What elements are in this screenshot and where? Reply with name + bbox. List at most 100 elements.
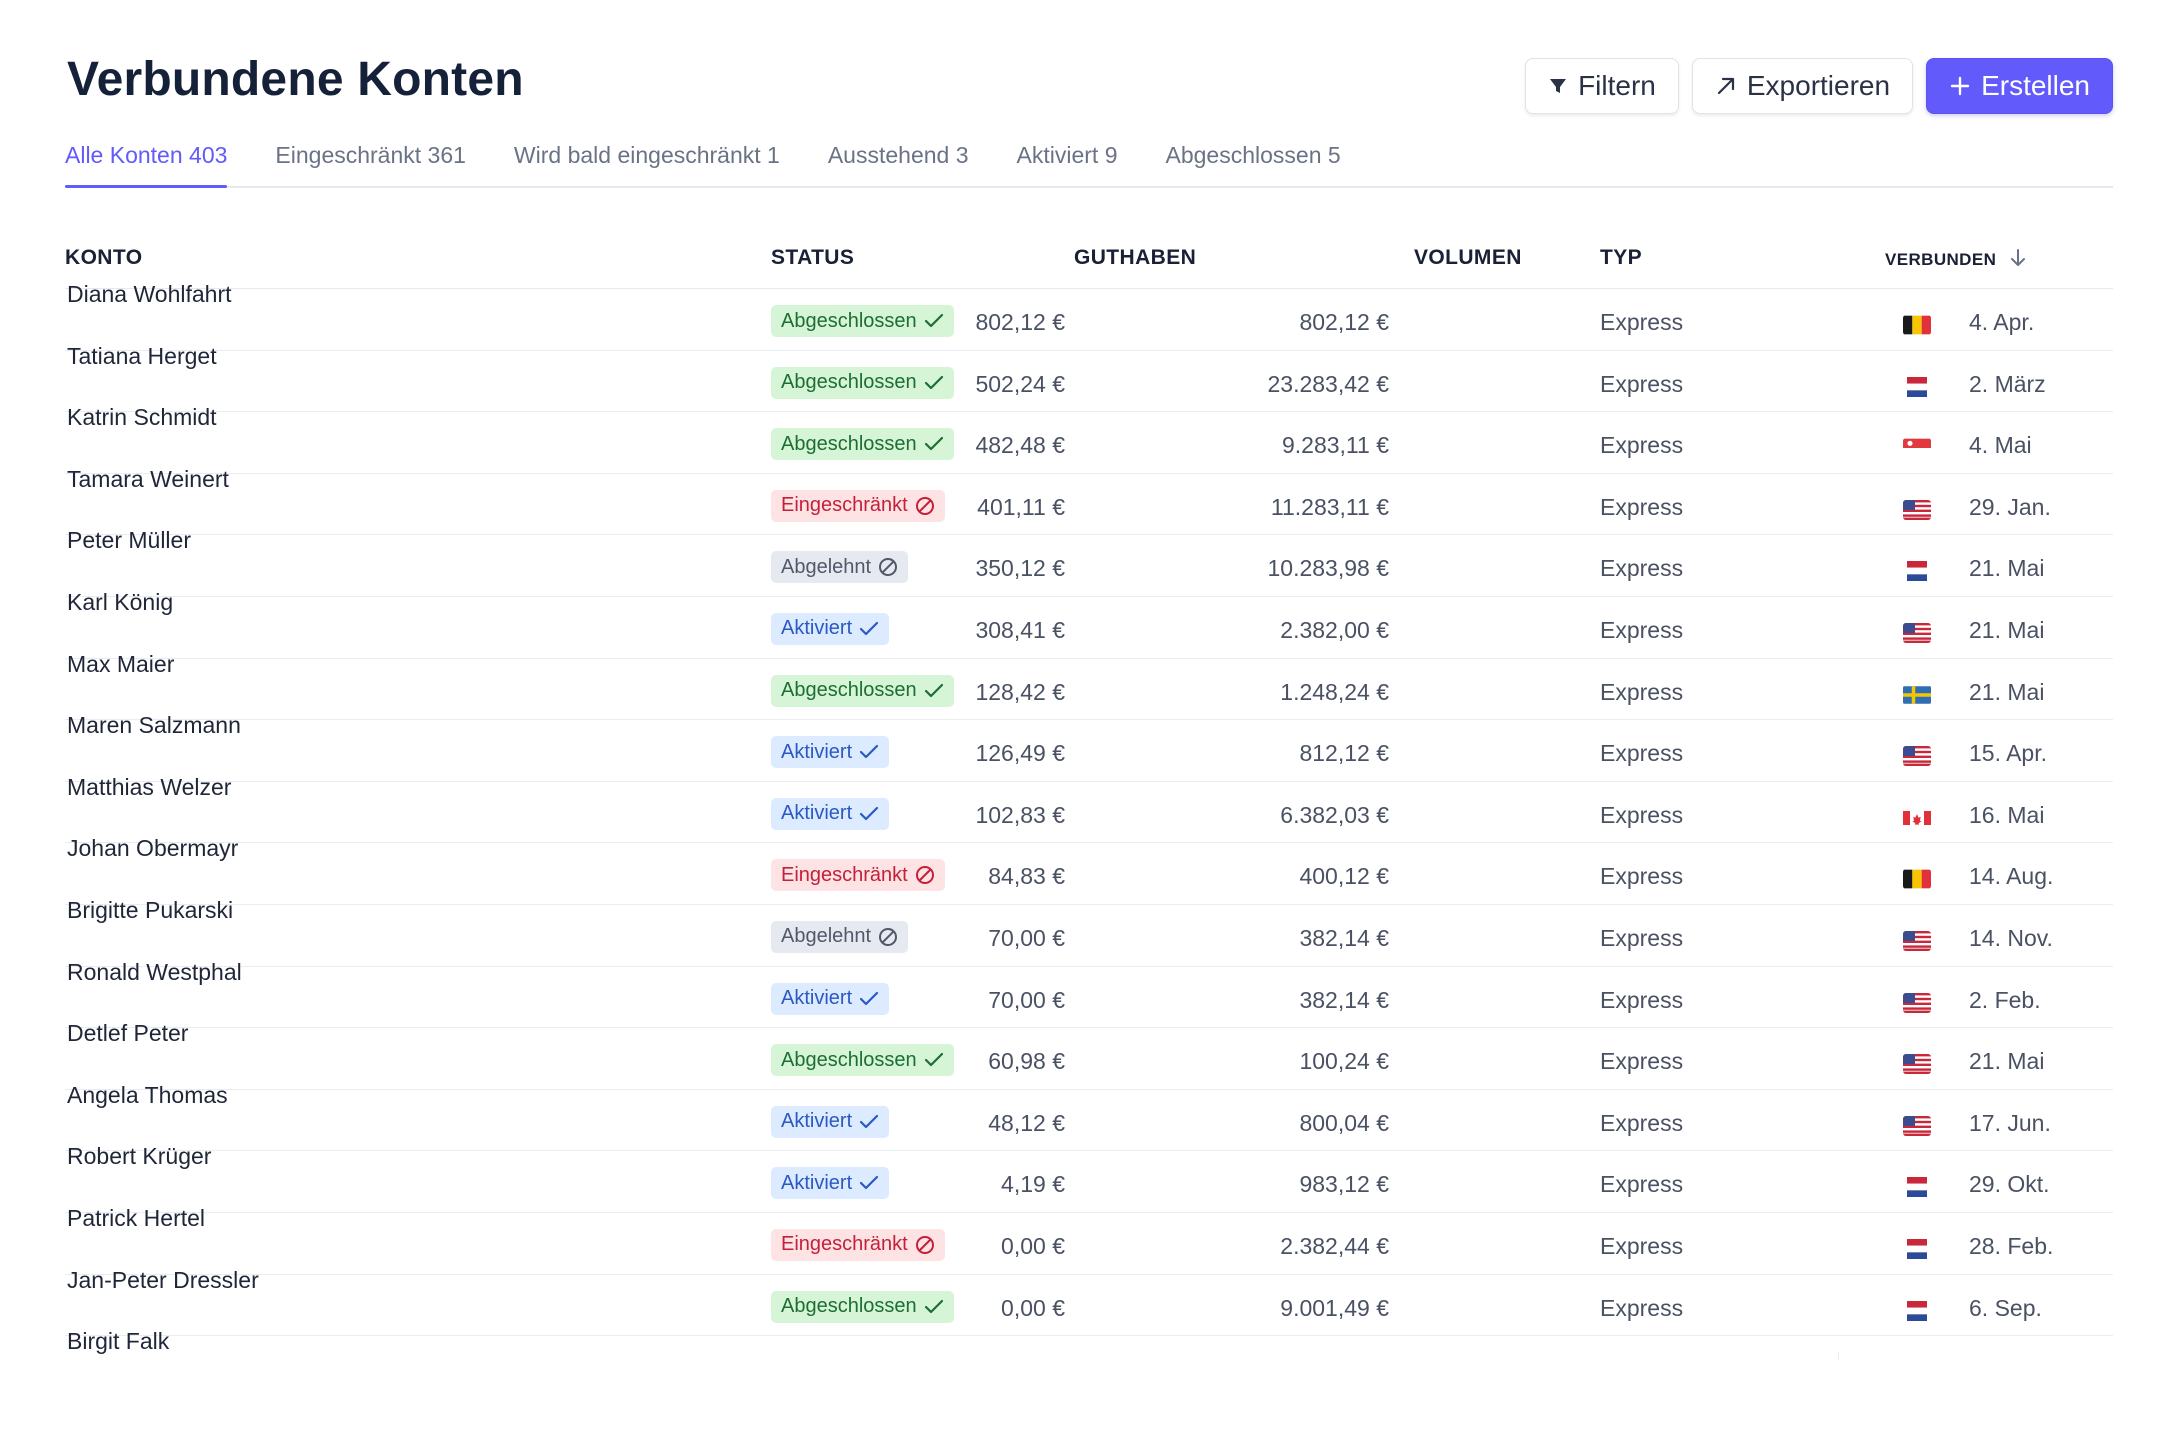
tab-4[interactable]: Aktiviert 9 (1016, 142, 1118, 168)
table-row[interactable]: Peter Müller Abgelehnt 350,12 € 10.283,98 €… (65, 527, 2113, 597)
volume-value: 382,14 € (1299, 986, 1389, 1013)
status-badge: Abgeschlossen (771, 428, 954, 461)
tab-1[interactable]: Eingeschränkt 361 (275, 142, 466, 168)
table-row[interactable]: Maren Salzmann Aktiviert 126,49 € 812,12 € E… (65, 712, 2113, 782)
account-name[interactable]: Ronald Westphal (67, 958, 242, 985)
table-row[interactable]: Ronald Westphal Aktiviert 70,00 € 382,14 € E… (65, 959, 2113, 1029)
table-row[interactable]: Max Maier Abgeschlossen 128,42 € 1.248,24 €… (65, 651, 2113, 721)
table-row[interactable]: Diana Wohlfahrt Abgeschlossen 802,12 € 802,… (65, 281, 2113, 351)
check-icon (924, 1299, 944, 1315)
check-icon (924, 313, 944, 329)
account-name[interactable]: Maren Salzmann (67, 712, 241, 739)
type-value: Express (1600, 370, 1684, 397)
type-value: Express (1600, 1109, 1684, 1136)
status-badge: Aktiviert (771, 982, 890, 1015)
table-row[interactable]: Johan Obermayr Eingeschränkt 84,83 € 400,12… (65, 835, 2113, 905)
header-actions: Filtern Exportieren Erstellen (1525, 58, 2113, 114)
tab-2[interactable]: Wird bald eingeschränkt 1 (513, 142, 780, 168)
connected-date: 14. Nov. (1969, 924, 2053, 951)
type-value: Express (1600, 1232, 1684, 1259)
status-label: Aktiviert (781, 1171, 853, 1194)
table-row[interactable]: Jan-Peter Dressler Abgeschlossen 0,00 € 9.0… (65, 1267, 2113, 1337)
flag-netherlands-icon (1903, 376, 1931, 397)
status-badge: Abgeschlossen (771, 1044, 954, 1077)
balance-value: 308,41 € (975, 616, 1065, 643)
tab-5[interactable]: Abgeschlossen 5 (1165, 142, 1341, 168)
column-header-verbunden[interactable]: VERBUNDEN (1885, 248, 2027, 270)
account-name[interactable]: Patrick Hertel (67, 1204, 206, 1231)
column-header-konto[interactable]: KONTO (65, 246, 143, 269)
account-name[interactable]: Angela Thomas (67, 1081, 228, 1108)
table-row[interactable]: Detlef Peter Abgeschlossen 60,98 € 100,24 €… (65, 1020, 2113, 1090)
flag-usa-icon (1903, 1054, 1931, 1075)
table-row[interactable]: Karl König Aktiviert 308,41 € 2.382,00 € Exp… (65, 589, 2113, 659)
table-row[interactable]: Matthias Welzer Aktiviert 102,83 € 6.382,03… (65, 774, 2113, 844)
volume-value: 10.283,98 € (1267, 555, 1389, 582)
table-row[interactable]: Brigitte Pukarski Abgelehnt 70,00 € 382,14 … (65, 897, 2113, 967)
tab-3[interactable]: Ausstehend 3 (827, 142, 969, 168)
column-header-volumen[interactable]: VOLUMEN (1414, 246, 1522, 269)
table-row[interactable]: Robert Krüger Aktiviert 4,19 € 983,12 € Expr… (65, 1143, 2113, 1213)
account-name[interactable]: Birgit Falk (67, 1328, 170, 1355)
account-name[interactable]: Diana Wohlfahrt (67, 281, 232, 307)
table-row[interactable]: Patrick Hertel Eingeschränkt 0,00 € 2.382,4… (65, 1205, 2113, 1275)
tab-0[interactable]: Alle Konten 403 (65, 138, 228, 188)
account-name[interactable]: Robert Krüger (67, 1143, 212, 1170)
account-name[interactable]: Tamara Weinert (67, 465, 229, 492)
volume-value: 800,04 € (1299, 1109, 1389, 1136)
status-label: Abgeschlossen (781, 432, 917, 455)
check-icon (859, 744, 879, 760)
column-header-typ[interactable]: TYP (1600, 246, 1643, 269)
table-row[interactable]: Tatiana Herget Abgeschlossen 502,24 € 23.28… (65, 343, 2113, 413)
volume-value: 9.283,11 € (1281, 432, 1389, 459)
status-badge: Eingeschränkt (771, 859, 945, 892)
table-row[interactable]: Angela Thomas Aktiviert 48,12 € 800,04 € Exp… (65, 1082, 2113, 1152)
type-value: Express (1600, 432, 1684, 459)
table-row[interactable]: Katrin Schmidt Abgeschlossen 482,48 € 9.283… (65, 404, 2113, 474)
blocked-icon (915, 496, 935, 516)
flag-usa-icon (1903, 992, 1931, 1013)
export-button[interactable]: Exportieren (1691, 58, 1914, 114)
column-header-guthaben[interactable]: GUTHABEN (1074, 246, 1197, 269)
check-icon (859, 1175, 879, 1191)
check-icon (924, 375, 944, 391)
table-row[interactable]: Tamara Weinert Eingeschränkt 401,11 € 11.28… (65, 466, 2113, 536)
account-name[interactable]: Brigitte Pukarski (67, 896, 234, 923)
check-icon (859, 1114, 879, 1130)
account-name[interactable]: Peter Müller (67, 527, 191, 554)
type-value: Express (1600, 1294, 1684, 1321)
connected-date: 28. Feb. (1969, 1232, 2054, 1259)
account-name[interactable]: Max Maier (67, 650, 175, 677)
filter-button[interactable]: Filtern (1525, 58, 1679, 114)
check-icon (924, 683, 944, 699)
account-name[interactable]: Johan Obermayr (67, 835, 239, 862)
column-header-status[interactable]: STATUS (771, 246, 855, 269)
status-badge: Aktiviert (771, 797, 890, 830)
account-name[interactable]: Matthias Welzer (67, 773, 232, 800)
flag-belgium-icon (1903, 869, 1931, 889)
status-label: Abgeschlossen (781, 371, 917, 394)
type-value: Express (1600, 555, 1684, 582)
status-badge: Aktiviert (771, 612, 890, 645)
table-row[interactable]: Birgit Falk (65, 1328, 2113, 1396)
account-name[interactable]: Katrin Schmidt (67, 404, 217, 431)
status-label: Abgeschlossen (781, 679, 917, 702)
flag-singapore-icon (1903, 438, 1931, 458)
account-name[interactable]: Karl König (67, 588, 174, 615)
balance-value: 4,19 € (1001, 1171, 1065, 1198)
create-button[interactable]: Erstellen (1926, 58, 2113, 114)
connected-date: 14. Aug. (1969, 863, 2054, 890)
status-label: Eingeschränkt (781, 494, 908, 517)
page-title: Verbundene Konten (67, 53, 524, 106)
account-name[interactable]: Tatiana Herget (67, 342, 217, 369)
type-value: Express (1600, 1171, 1684, 1198)
blocked-icon (878, 927, 898, 947)
scroll-hint (1838, 1352, 1839, 1360)
status-label: Aktiviert (781, 740, 853, 763)
status-label: Abgeschlossen (781, 1295, 917, 1317)
balance-value: 102,83 € (975, 801, 1065, 828)
account-name[interactable]: Detlef Peter (67, 1020, 189, 1047)
balance-value: 126,49 € (975, 740, 1065, 767)
account-name[interactable]: Jan-Peter Dressler (67, 1266, 259, 1293)
check-icon (924, 436, 944, 452)
